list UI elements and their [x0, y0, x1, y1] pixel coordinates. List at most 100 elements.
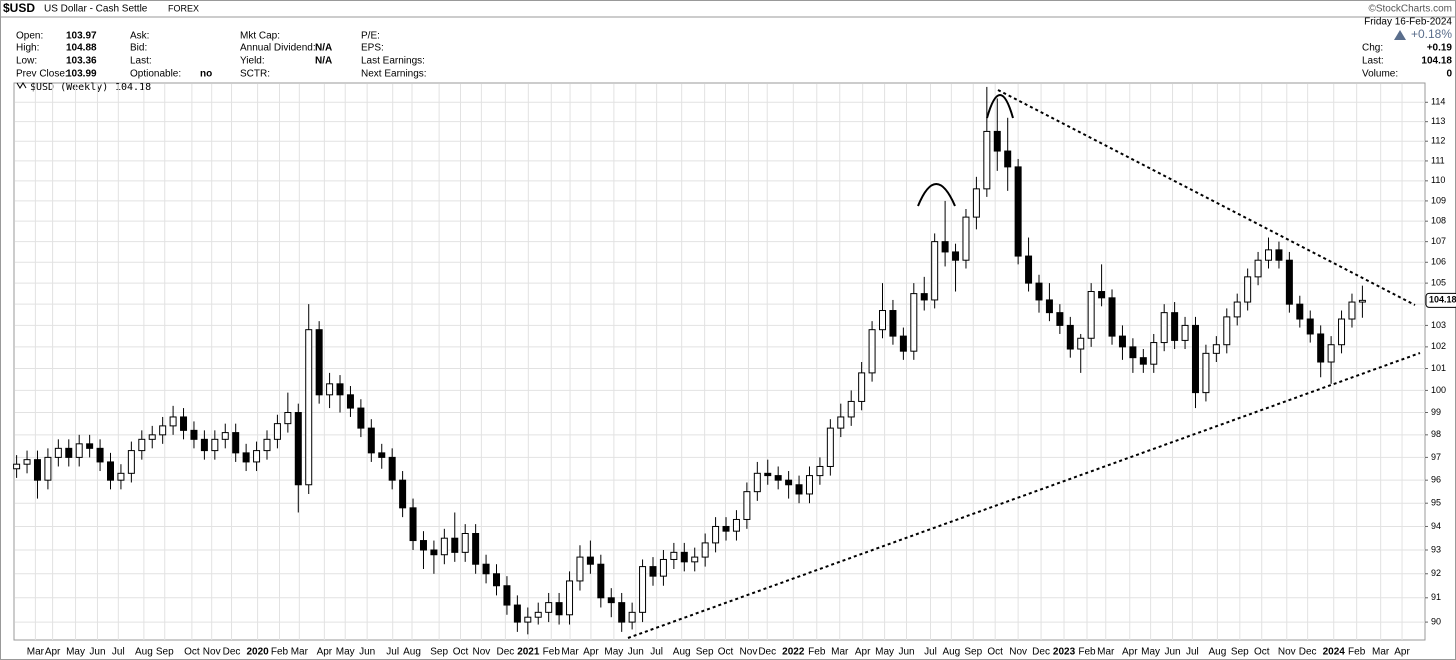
quote-label: Open:: [16, 31, 43, 42]
quote-label: Volume:: [1362, 69, 1398, 80]
quote-value: 103.97: [66, 31, 97, 42]
candle-body: [367, 427, 375, 454]
x-tick-label: Mar: [291, 647, 309, 658]
candle-body: [1087, 291, 1095, 339]
x-tick-label: Feb: [808, 647, 826, 658]
candle-body: [1025, 255, 1033, 284]
x-tick-label: May: [1141, 647, 1160, 658]
x-tick-label: Nov: [1009, 647, 1027, 658]
x-tick-label: Dec: [496, 647, 514, 658]
quote-label: Last:: [130, 56, 152, 67]
candle-body: [472, 533, 480, 565]
candle-body: [1202, 352, 1210, 394]
y-tick-label: 100: [1431, 385, 1446, 395]
candle-body: [670, 551, 678, 560]
y-tick-label: 94: [1431, 521, 1441, 531]
x-tick-label: Apr: [1394, 647, 1410, 658]
quote-label: P/E:: [361, 31, 380, 42]
candle-body: [1181, 324, 1189, 341]
candle-body: [826, 427, 834, 467]
candle-body: [263, 438, 271, 452]
quote-label: High:: [16, 43, 39, 54]
candle-body: [1077, 337, 1085, 350]
candle-body: [847, 400, 855, 418]
candle-body: [952, 251, 960, 261]
head-arc: [986, 94, 1014, 119]
resistance-trendline: [997, 89, 1416, 306]
candle-body: [138, 438, 146, 452]
candle-body: [23, 459, 31, 465]
change-percent: +0.18%: [1411, 27, 1452, 41]
candle-body: [1212, 344, 1220, 354]
quote-label: Bid:: [130, 43, 147, 54]
candle-body: [388, 456, 396, 481]
x-tick-label: 2021: [517, 647, 540, 658]
candle-body: [576, 556, 584, 582]
quote-label: Ask:: [130, 31, 149, 42]
x-tick-label: Jun: [359, 647, 375, 658]
candle-body: [284, 412, 292, 425]
candle-body: [315, 329, 323, 396]
candle-body: [1327, 344, 1335, 363]
candle-body: [294, 412, 302, 486]
quote-label: Chg:: [1362, 43, 1383, 54]
quote-label: Mkt Cap:: [240, 31, 280, 42]
candle-body: [326, 383, 334, 396]
candle-body: [221, 432, 229, 440]
x-tick-label: Feb: [1348, 647, 1366, 658]
quote-label: Yield:: [240, 56, 265, 67]
x-tick-label: Jun: [1164, 647, 1180, 658]
candle-body: [910, 293, 918, 352]
x-tick-label: Feb: [1078, 647, 1096, 658]
x-tick-label: Nov: [203, 647, 221, 658]
y-tick-label: 92: [1431, 568, 1441, 578]
x-tick-label: Aug: [942, 647, 960, 658]
x-tick-label: Dec: [758, 647, 776, 658]
candle-body: [96, 447, 104, 463]
candle-body: [1098, 291, 1106, 299]
candle-body: [253, 450, 261, 463]
candle-body: [680, 551, 688, 563]
candle-body: [659, 558, 667, 577]
x-tick-label: Oct: [718, 647, 734, 658]
candle-body: [419, 540, 427, 551]
candle-body: [1035, 282, 1043, 301]
candle-body: [13, 463, 21, 470]
candle-body: [336, 383, 344, 396]
candle-body: [931, 241, 939, 301]
x-tick-label: Jul: [650, 647, 663, 658]
candles: [13, 86, 1366, 635]
y-tick-label: 108: [1431, 216, 1446, 226]
y-tick-label: 106: [1431, 257, 1446, 267]
candle-body: [273, 423, 281, 440]
candle-body: [899, 335, 907, 352]
candle-body: [1150, 342, 1158, 365]
candle-body: [65, 447, 73, 458]
candle-body: [451, 537, 459, 553]
candle-body: [159, 425, 167, 436]
x-tick-label: Nov: [740, 647, 758, 658]
candle-body: [649, 566, 657, 577]
candle-body: [1254, 259, 1262, 278]
candle-body: [691, 556, 699, 563]
x-tick-label: Apr: [583, 647, 599, 658]
candle-body: [628, 611, 636, 623]
x-tick-label: 2024: [1323, 647, 1346, 658]
legend-icon: [16, 82, 27, 89]
x-tick-label: Aug: [1208, 647, 1226, 658]
candle-body: [211, 438, 219, 452]
x-tick-label: Nov: [472, 647, 490, 658]
candle-body: [1317, 333, 1325, 363]
candle-body: [1223, 316, 1231, 346]
candle-body: [868, 329, 876, 374]
candle-body: [190, 429, 198, 440]
x-tick-label: Jun: [628, 647, 644, 658]
y-tick-label: 97: [1431, 452, 1441, 462]
date: Friday 16-Feb-2024: [1364, 17, 1452, 28]
quote-value: +0.19: [1427, 43, 1453, 54]
x-tick-label: Apr: [45, 647, 61, 658]
candle-body: [805, 475, 813, 495]
y-tick-label: 105: [1431, 278, 1446, 288]
x-tick-label: Dec: [1299, 647, 1317, 658]
annotations: [627, 89, 1421, 639]
